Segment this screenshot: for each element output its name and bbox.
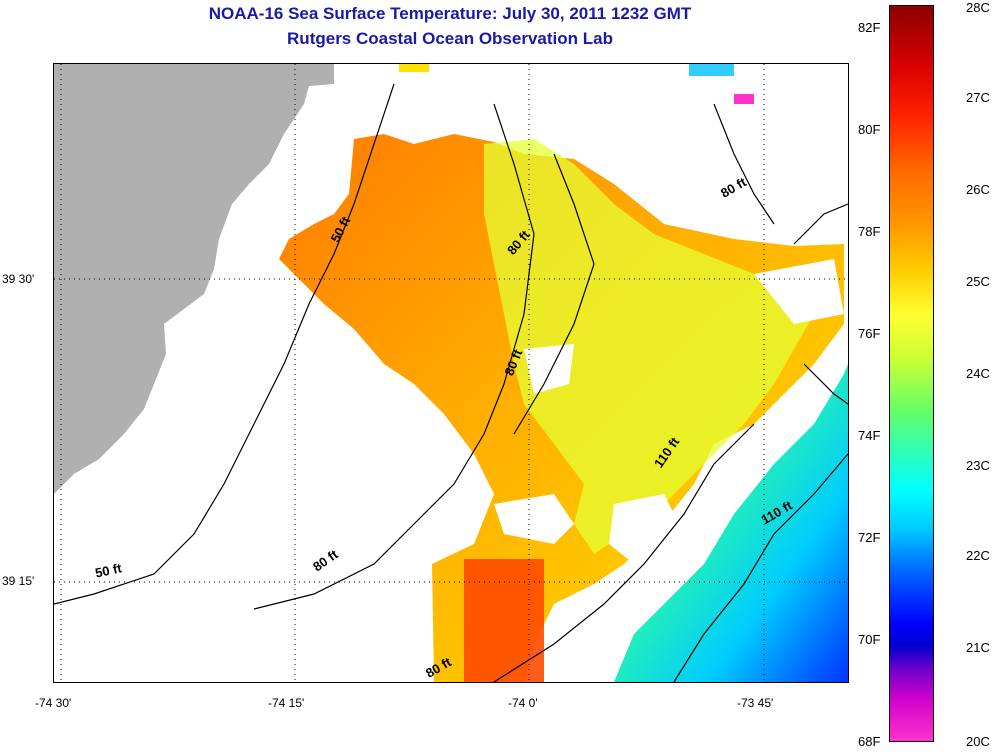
colorbar-f-label: 80F [858,122,881,137]
sst-patch [464,559,544,682]
colorbar-f-label: 76F [858,326,881,341]
colorbar-c-label: 24C [966,366,990,381]
lon-tick-label: -74 15' [268,696,305,710]
cloud-gap [494,494,574,544]
colorbar-f-label: 82F [858,20,881,35]
cloud-gap [609,494,684,564]
colorbar-c-label: 27C [966,90,990,105]
colorbar-f-label: 70F [858,632,881,647]
colorbar-c-label: 26C [966,182,990,197]
lon-tick-label: -74 0' [508,696,538,710]
cloud-gap [754,259,844,324]
colorbar-c-label: 23C [966,458,990,473]
sst-cool-region [614,364,848,682]
colorbar-c-label: 28C [966,0,990,15]
sst-mid-region [484,139,814,554]
colorbar-f-label: 72F [858,530,881,545]
colorbar-c-label: 21C [966,640,990,655]
colorbar-f-label: 78F [858,224,881,239]
sst-patch [399,64,429,72]
map-subtitle: Rutgers Coastal Ocean Observation Lab [287,29,613,48]
lon-tick-label: -74 30' [35,696,72,710]
depth-contours [54,83,848,682]
colorbar-f-label: 74F [858,428,881,443]
colorbar-c-label: 25C [966,274,990,289]
colorbar-c-label: 22C [966,548,990,563]
lat-tick-label: 39 15' [2,574,35,588]
sst-patch [689,64,734,76]
grid-lines [54,64,848,682]
colorbar-f-label: 68F [858,734,881,749]
sst-patch [734,94,754,104]
cloud-gap [524,344,574,394]
sst-map-svg [54,64,848,682]
lon-tick-label: -73 45' [737,696,774,710]
colorbar-c-label: 20C [966,734,990,749]
temperature-colorbar [889,5,934,742]
map-title: NOAA-16 Sea Surface Temperature: July 30… [208,4,692,23]
sst-map-area[interactable] [53,63,849,683]
lat-tick-label: 39 30' [2,272,35,286]
